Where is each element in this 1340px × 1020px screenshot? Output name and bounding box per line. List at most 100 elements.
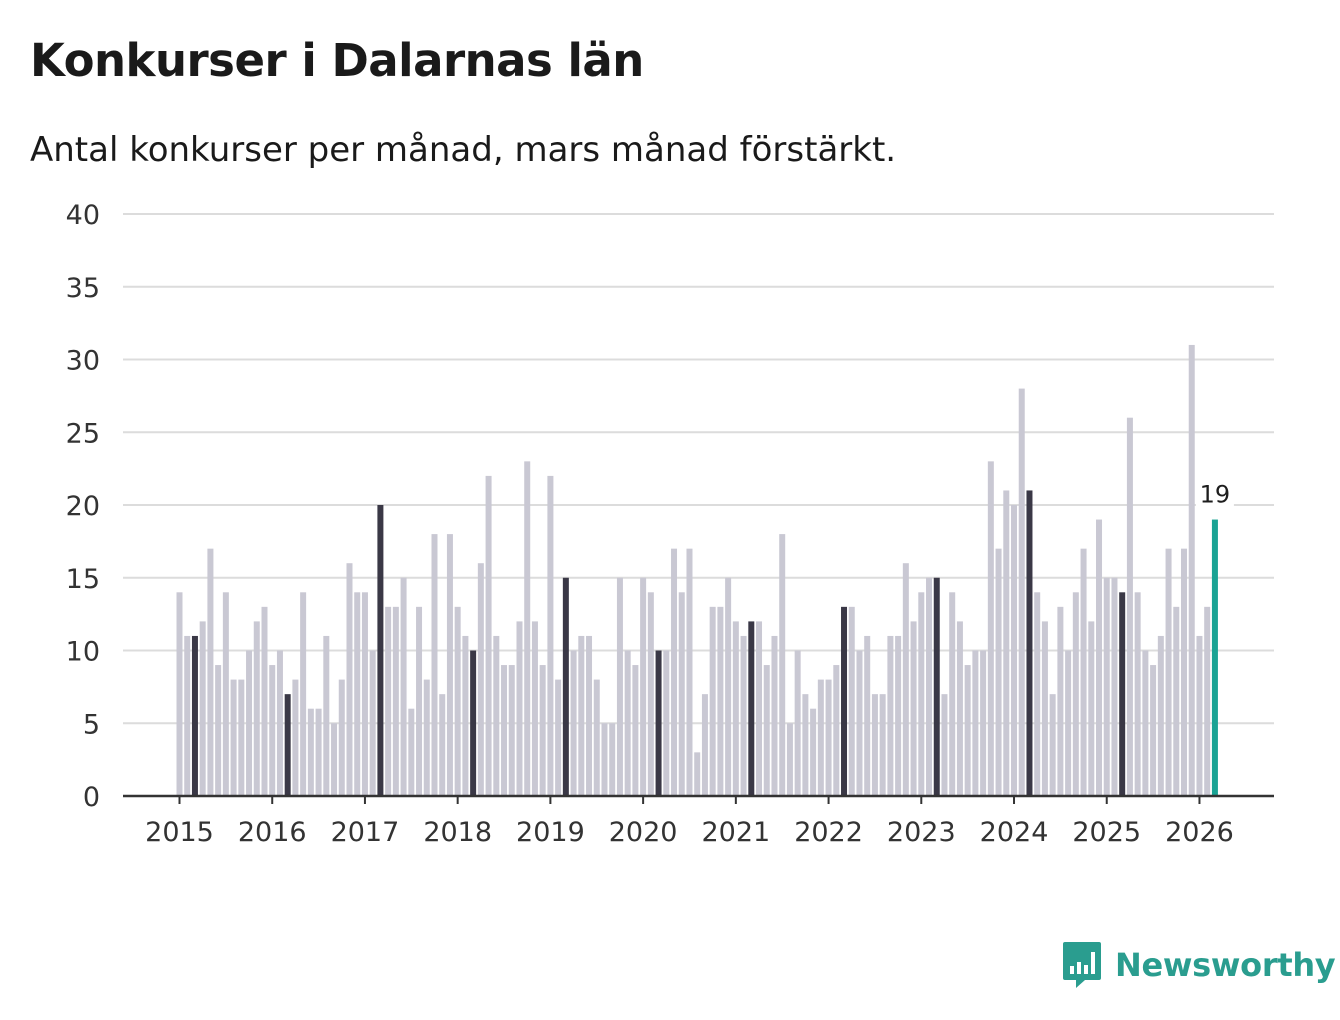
bar xyxy=(593,679,600,796)
bar xyxy=(292,679,299,796)
bar xyxy=(477,563,484,796)
bar xyxy=(400,577,407,796)
bar xyxy=(508,665,515,796)
bar-march xyxy=(562,577,569,796)
bar-march xyxy=(284,694,291,796)
bar xyxy=(1049,694,1056,796)
bar xyxy=(1065,650,1072,796)
bar xyxy=(1142,650,1149,796)
bar xyxy=(709,606,716,796)
bar xyxy=(848,606,855,796)
bar xyxy=(1034,592,1041,796)
bar xyxy=(1126,417,1133,796)
bar xyxy=(609,723,616,796)
x-tick-label: 2015 xyxy=(145,817,214,848)
y-gridlines xyxy=(123,213,1274,725)
bar xyxy=(485,475,492,796)
bar xyxy=(833,665,840,796)
bar xyxy=(1103,577,1110,796)
bar xyxy=(531,621,538,796)
bar xyxy=(570,650,577,796)
x-tick-label: 2022 xyxy=(794,817,863,848)
bars xyxy=(176,344,1218,796)
bar-march xyxy=(1119,592,1126,796)
bar xyxy=(871,694,878,796)
bar xyxy=(1188,344,1195,796)
bar-march xyxy=(1026,490,1033,796)
bar xyxy=(369,650,376,796)
y-tick-label: 0 xyxy=(83,782,100,813)
bar xyxy=(678,592,685,796)
bar xyxy=(616,577,623,796)
bar xyxy=(222,592,229,796)
bar xyxy=(972,650,979,796)
bar xyxy=(1111,577,1118,796)
bar xyxy=(763,665,770,796)
chart-subtitle: Antal konkurser per månad, mars månad fö… xyxy=(30,130,897,170)
x-tick-label: 2025 xyxy=(1072,817,1141,848)
bar xyxy=(686,548,693,796)
y-tick-label: 20 xyxy=(66,491,100,522)
latest-value-bg xyxy=(1195,478,1234,509)
bar xyxy=(1041,621,1048,796)
bar xyxy=(864,635,871,796)
newsworthy-logo-icon xyxy=(1063,942,1101,988)
bar xyxy=(717,606,724,796)
x-tick-label: 2018 xyxy=(423,817,492,848)
bar xyxy=(732,621,739,796)
bar xyxy=(725,577,732,796)
bar xyxy=(361,592,368,796)
bar xyxy=(539,665,546,796)
x-axis-tick-labels: 2015 2016 2017 2018 2019 2020 2021 2022 2023 2024… xyxy=(145,796,1234,848)
bar xyxy=(493,635,500,796)
bar xyxy=(300,592,307,796)
bar xyxy=(918,592,925,796)
bar xyxy=(995,548,1002,796)
bar xyxy=(253,621,260,796)
x-tick-label: 2019 xyxy=(516,817,585,848)
bar xyxy=(601,723,608,796)
bar xyxy=(1181,548,1188,796)
bar xyxy=(524,461,531,796)
bar xyxy=(980,650,987,796)
bar xyxy=(941,694,948,796)
bar xyxy=(964,665,971,796)
bar xyxy=(261,606,268,796)
bar xyxy=(817,679,824,796)
bar xyxy=(315,708,322,796)
bar xyxy=(1165,548,1172,796)
latest-value-label: 19 xyxy=(1200,481,1231,509)
bar xyxy=(624,650,631,796)
bar xyxy=(586,635,593,796)
bar-latest xyxy=(1211,519,1218,796)
bar-march xyxy=(191,635,198,796)
x-tick-label: 2016 xyxy=(238,817,307,848)
bar xyxy=(307,708,314,796)
bar xyxy=(926,577,933,796)
bar xyxy=(238,679,245,796)
bar xyxy=(671,548,678,796)
bar xyxy=(740,635,747,796)
bar xyxy=(895,635,902,796)
bar xyxy=(230,679,237,796)
bar xyxy=(810,708,817,796)
bar xyxy=(794,650,801,796)
x-tick-label: 2020 xyxy=(609,817,678,848)
bar xyxy=(269,665,276,796)
bar xyxy=(1057,606,1064,796)
brand-name: Newsworthy xyxy=(1115,946,1336,984)
bar xyxy=(647,592,654,796)
bar xyxy=(416,606,423,796)
y-tick-label: 25 xyxy=(66,418,100,449)
bar xyxy=(856,650,863,796)
bar xyxy=(501,665,508,796)
bar-march xyxy=(470,650,477,796)
bar xyxy=(439,694,446,796)
bar xyxy=(547,475,554,796)
bar xyxy=(694,752,701,796)
bar xyxy=(331,723,338,796)
bar xyxy=(956,621,963,796)
y-tick-label: 10 xyxy=(66,637,100,668)
bar xyxy=(516,621,523,796)
chart-title: Konkurser i Dalarnas län xyxy=(30,34,644,87)
